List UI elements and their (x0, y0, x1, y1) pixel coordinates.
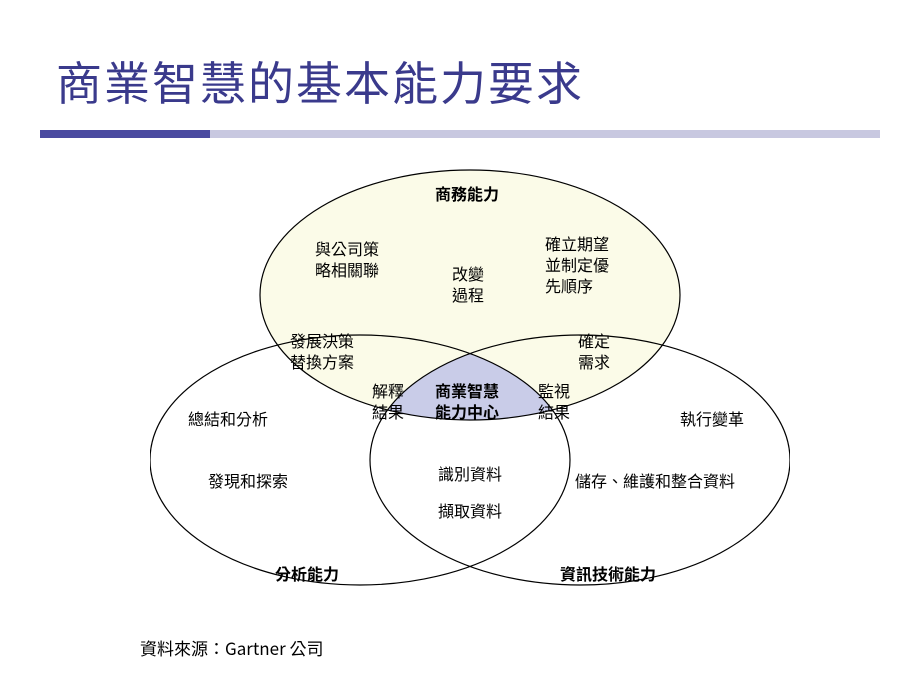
label-overlap-top-left: 發展決策 替換方案 (290, 330, 354, 372)
title-underline (40, 130, 880, 138)
label-center: 商業智慧 能力中心 (435, 380, 499, 422)
label-left-circle: 分析能力 (275, 563, 339, 584)
underline-light (210, 130, 880, 138)
label-left-outer2: 發現和探索 (208, 470, 288, 491)
page-title: 商業智慧的基本能力要求 (56, 48, 584, 114)
label-bottom-mid2: 擷取資料 (438, 500, 502, 521)
venn-diagram: 商務能力 分析能力 資訊技術能力 商業智慧 能力中心 與公司策 略相關聯 改變 … (150, 165, 790, 625)
label-right-outer2: 儲存、維護和整合資料 (575, 470, 735, 491)
label-left-outer1: 總結和分析 (188, 408, 268, 429)
label-top-mid: 改變 過程 (452, 263, 484, 305)
label-overlap-left-inner: 解釋 結果 (372, 380, 404, 422)
label-top-right: 確立期望 並制定優 先順序 (545, 233, 609, 295)
source-attribution: 資料來源：Gartner 公司 (140, 635, 323, 660)
label-top-circle: 商務能力 (435, 183, 499, 204)
label-right-circle: 資訊技術能力 (560, 563, 656, 584)
label-right-outer1: 執行變革 (680, 408, 744, 429)
underline-accent (40, 130, 210, 138)
label-bottom-mid1: 識別資料 (438, 463, 502, 484)
label-overlap-right-inner: 監視 結果 (538, 380, 570, 422)
label-top-left: 與公司策 略相關聯 (315, 238, 379, 280)
label-overlap-top-right: 確定 需求 (578, 330, 610, 372)
